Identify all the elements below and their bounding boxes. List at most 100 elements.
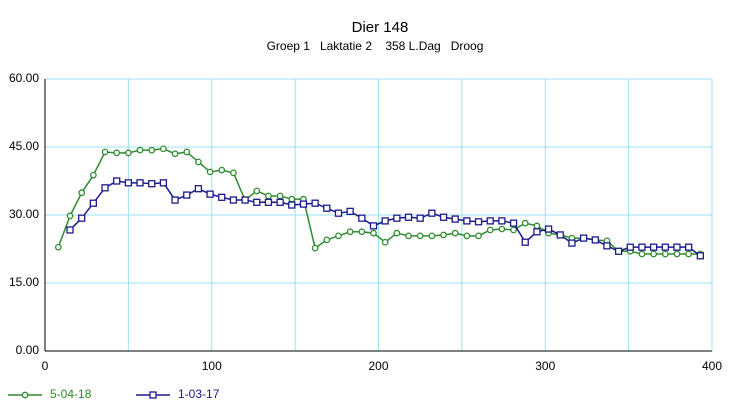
marker	[54, 243, 62, 251]
y-tick-label: 0.00	[16, 343, 40, 357]
marker	[148, 180, 156, 188]
marker	[579, 234, 588, 242]
marker	[405, 232, 412, 240]
marker	[650, 250, 657, 258]
marker	[136, 179, 144, 187]
marker	[463, 232, 471, 240]
marker	[370, 229, 377, 237]
marker	[404, 213, 413, 221]
marker	[183, 191, 191, 199]
marker	[230, 169, 237, 177]
marker	[346, 228, 354, 236]
marker	[685, 243, 693, 251]
y-tick-label: 45.00	[9, 139, 39, 153]
marker	[661, 243, 669, 251]
marker	[685, 250, 693, 258]
marker	[369, 222, 378, 230]
marker	[533, 228, 541, 236]
marker	[66, 226, 74, 234]
marker	[229, 196, 238, 204]
marker	[509, 219, 518, 227]
marker	[66, 212, 74, 220]
marker	[440, 231, 447, 239]
marker	[416, 232, 424, 240]
legend-marker	[21, 391, 29, 399]
marker	[428, 232, 436, 240]
marker	[299, 200, 308, 208]
y-tick-label: 30.00	[9, 207, 39, 221]
marker	[673, 250, 681, 258]
marker	[673, 243, 681, 251]
marker	[276, 198, 284, 206]
marker	[264, 198, 273, 206]
marker	[451, 229, 459, 237]
marker	[474, 218, 483, 226]
marker	[335, 232, 342, 240]
x-tick-label: 0	[42, 359, 49, 373]
marker	[486, 226, 494, 234]
marker	[159, 179, 168, 187]
marker	[276, 192, 284, 200]
marker	[439, 213, 448, 221]
marker	[89, 199, 98, 207]
marker	[218, 166, 226, 174]
marker	[288, 201, 296, 209]
x-tick-label: 400	[702, 359, 722, 373]
marker	[451, 215, 459, 223]
marker	[218, 193, 226, 201]
y-tick-label: 15.00	[9, 275, 39, 289]
y-tick-label: 60.00	[9, 71, 39, 85]
marker	[125, 149, 132, 157]
marker	[90, 171, 97, 179]
x-tick-label: 300	[535, 359, 555, 373]
marker	[416, 214, 424, 222]
marker	[696, 252, 704, 260]
marker	[463, 217, 471, 225]
marker	[475, 232, 482, 240]
marker	[428, 209, 436, 217]
x-tick-label: 200	[368, 359, 388, 373]
marker	[113, 177, 121, 185]
marker	[124, 179, 133, 187]
marker	[101, 184, 109, 192]
marker	[521, 238, 529, 246]
marker	[358, 228, 366, 236]
marker	[78, 189, 86, 197]
marker	[626, 243, 634, 251]
marker	[381, 238, 389, 246]
marker	[323, 204, 331, 212]
marker	[265, 192, 272, 200]
chart-title: Dier 148	[352, 19, 409, 36]
marker	[136, 146, 144, 154]
marker	[346, 207, 354, 216]
marker	[288, 195, 296, 203]
marker	[171, 150, 179, 158]
marker	[510, 226, 517, 234]
marker	[568, 239, 576, 247]
marker	[311, 199, 319, 207]
marker	[661, 250, 669, 258]
marker	[521, 219, 529, 227]
marker	[78, 214, 86, 222]
marker	[206, 190, 214, 198]
legend-marker	[149, 391, 157, 399]
legend-label: 1-03-17	[178, 387, 220, 401]
marker	[638, 250, 646, 258]
marker	[649, 243, 658, 251]
marker	[381, 217, 389, 225]
marker	[393, 214, 401, 222]
marker	[591, 236, 599, 244]
marker	[486, 217, 494, 225]
marker	[393, 229, 401, 237]
marker	[311, 244, 319, 252]
marker	[544, 225, 553, 233]
marker	[194, 185, 203, 193]
chart-subtitle: Groep 1 Laktatie 2 358 L.Dag Droog	[267, 39, 484, 53]
x-tick-label: 100	[202, 359, 222, 373]
marker	[253, 187, 261, 195]
marker	[206, 168, 214, 176]
marker	[101, 148, 109, 156]
marker	[334, 209, 343, 217]
marker	[171, 196, 179, 204]
